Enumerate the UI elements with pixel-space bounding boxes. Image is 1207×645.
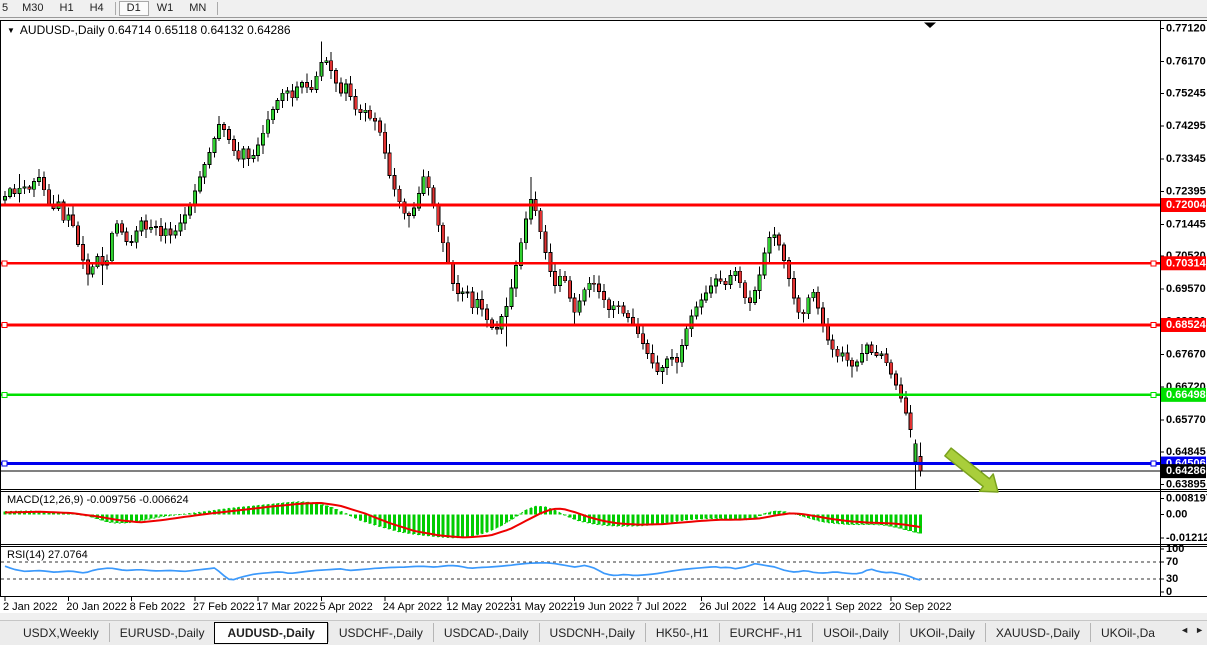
timeframe-button-m5[interactable]: 5 (2, 2, 9, 14)
svg-text:12 May 2022: 12 May 2022 (446, 601, 510, 613)
hline-handle[interactable] (1, 321, 8, 328)
svg-text:31 May 2022: 31 May 2022 (509, 601, 573, 613)
svg-text:20 Sep 2022: 20 Sep 2022 (889, 601, 951, 613)
macd-signal-line (4, 502, 921, 539)
svg-text:14 Aug 2022: 14 Aug 2022 (763, 601, 825, 613)
svg-text:5 Apr 2022: 5 Apr 2022 (320, 601, 373, 613)
svg-text:30: 30 (1166, 573, 1178, 585)
tab-eurchf-h1[interactable]: EURCHF-,H1 (718, 623, 813, 642)
tab-scroll-left-icon[interactable]: ◄ (1180, 625, 1190, 635)
tab-usdchf-daily[interactable]: USDCHF-,Daily (327, 623, 433, 642)
tab-scrollers: ◄ ► (1180, 625, 1204, 635)
pane-borders (0, 20, 1207, 597)
svg-text:20 Jan 2022: 20 Jan 2022 (66, 601, 127, 613)
hline-price-badge (1161, 256, 1206, 271)
chart-shift-marker[interactable] (924, 22, 936, 29)
current-price-badge (1161, 464, 1206, 479)
timeframe-button-h1[interactable]: H1 (59, 2, 74, 14)
hline-handle[interactable] (1150, 260, 1157, 267)
hline-handle[interactable] (1150, 391, 1157, 398)
rsi-line (4, 561, 921, 581)
hline-price-badge (1161, 317, 1206, 332)
svg-text:17 Mar 2022: 17 Mar 2022 (256, 601, 318, 613)
svg-text:0.00: 0.00 (1166, 509, 1187, 521)
svg-text:0.74295: 0.74295 (1166, 120, 1206, 132)
hline-handle[interactable] (1150, 460, 1157, 467)
svg-text:-0.012123: -0.012123 (1166, 532, 1207, 544)
timeframe-button-m30[interactable]: M30 (22, 2, 44, 14)
date-strip-background (0, 597, 1207, 613)
tab-audusd-daily[interactable]: AUDUSD-,Daily (214, 622, 328, 644)
timeframe-button-w1[interactable]: W1 (156, 2, 174, 14)
svg-text:0.73345: 0.73345 (1166, 153, 1206, 165)
svg-text:0: 0 (1166, 586, 1172, 598)
hline-price-badge (1161, 198, 1206, 212)
tab-usdcnh-daily[interactable]: USDCNH-,Daily (538, 623, 645, 642)
timeframe-button-h4[interactable]: H4 (89, 2, 104, 14)
trend-arrow-annotation[interactable] (944, 447, 999, 493)
svg-text:0.69570: 0.69570 (1166, 283, 1206, 295)
timeframe-toolbar: 5 M30 H1 H4 D1 W1 MN (0, 0, 1207, 18)
tab-hk50-h1[interactable]: HK50-,H1 (644, 623, 719, 642)
svg-text:7 Jul 2022: 7 Jul 2022 (636, 601, 687, 613)
svg-text:0.67670: 0.67670 (1166, 348, 1206, 360)
tab-ukoil-daily[interactable]: UKOil-,Daily (898, 623, 985, 642)
macd-indicator-label: MACD(12,26,9) -0.009756 -0.006624 (7, 494, 189, 506)
hline-handle[interactable] (1, 391, 8, 398)
timeframe-button-mn[interactable]: MN (189, 2, 207, 14)
svg-text:0.75245: 0.75245 (1166, 87, 1206, 99)
svg-text:2 Jan 2022: 2 Jan 2022 (3, 601, 57, 613)
chart-tab-bar: USDX,Weekly EURUSD-,Daily AUDUSD-,Daily … (0, 620, 1207, 645)
chart-title-text: AUDUSD-,Daily 0.64714 0.65118 0.64132 0.… (19, 23, 291, 37)
chart-title: ▼ AUDUSD-,Daily 0.64714 0.65118 0.64132 0… (7, 23, 291, 37)
svg-text:0.65770: 0.65770 (1166, 414, 1206, 426)
tab-eurusd-daily[interactable]: EURUSD-,Daily (108, 623, 215, 642)
rsi-indicator-label: RSI(14) 27.0764 (7, 549, 88, 561)
date-axis: 2 Jan 2022 20 Jan 2022 8 Feb 2022 27 Feb 20… (3, 597, 952, 613)
svg-text:24 Apr 2022: 24 Apr 2022 (383, 601, 442, 613)
hline-handle[interactable] (1, 460, 8, 467)
svg-text:19 Jun 2022: 19 Jun 2022 (573, 601, 634, 613)
svg-text:70: 70 (1166, 556, 1178, 568)
chart-canvas[interactable]: 0.77120 0.76170 0.75245 0.74295 0.73345 0.723… (0, 0, 1207, 620)
hline-handle[interactable] (1150, 321, 1157, 328)
chart-background (0, 20, 1207, 597)
svg-text:0.68524: 0.68524 (1166, 319, 1207, 331)
svg-text:0.63895: 0.63895 (1166, 479, 1206, 491)
toolbar-separator (114, 2, 116, 15)
svg-text:0.71445: 0.71445 (1166, 218, 1206, 230)
rsi-pane (1, 561, 1160, 581)
tab-xauusd-daily[interactable]: XAUUSD-,Daily (984, 623, 1090, 642)
svg-text:0.70314: 0.70314 (1166, 257, 1207, 269)
svg-text:0.72004: 0.72004 (1166, 199, 1207, 211)
svg-text:0.77120: 0.77120 (1166, 23, 1206, 35)
svg-text:0.72395: 0.72395 (1166, 186, 1206, 198)
timeframe-button-d1[interactable]: D1 (118, 1, 149, 16)
svg-text:27 Feb 2022: 27 Feb 2022 (193, 601, 255, 613)
hline-price-badge (1161, 387, 1206, 402)
svg-text:0.66498: 0.66498 (1166, 389, 1206, 401)
tab-usoil-daily[interactable]: USOil-,Daily (812, 623, 898, 642)
tab-usdx-weekly[interactable]: USDX,Weekly (23, 625, 99, 640)
svg-text:0.64286: 0.64286 (1166, 465, 1206, 477)
svg-text:0.76170: 0.76170 (1166, 55, 1206, 67)
toolbar-separator (217, 2, 219, 15)
tab-usdcad-daily[interactable]: USDCAD-,Daily (432, 623, 539, 642)
svg-text:0.64845: 0.64845 (1166, 446, 1206, 458)
svg-text:0.008197: 0.008197 (1166, 492, 1207, 504)
tab-ukoil-daily-2[interactable]: UKOil-,Da (1089, 623, 1165, 642)
svg-text:8 Feb 2022: 8 Feb 2022 (130, 601, 186, 613)
hline-handle[interactable] (1, 260, 8, 267)
svg-text:26 Jul 2022: 26 Jul 2022 (699, 601, 756, 613)
svg-text:100: 100 (1166, 543, 1184, 555)
price-axis: 0.77120 0.76170 0.75245 0.74295 0.73345 0.723… (1160, 23, 1207, 598)
svg-text:1 Sep 2022: 1 Sep 2022 (826, 601, 882, 613)
symbol-dropdown-icon[interactable]: ▼ (7, 26, 15, 35)
tab-scroll-right-icon[interactable]: ► (1195, 625, 1204, 635)
